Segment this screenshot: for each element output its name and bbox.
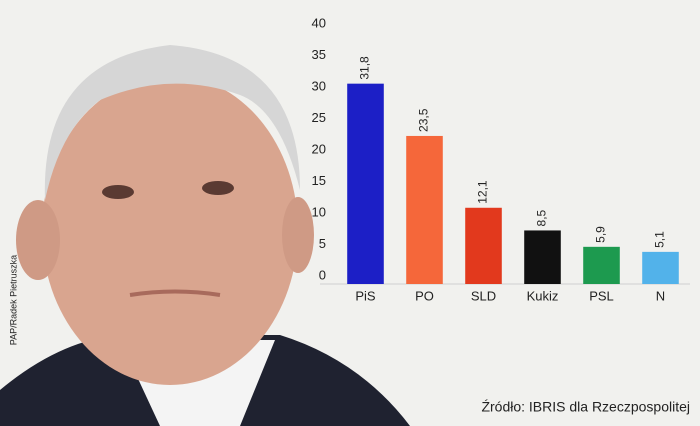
bar — [406, 135, 443, 284]
y-tick-label: 20 — [312, 141, 326, 156]
ear — [16, 200, 60, 280]
x-tick-label: PSL — [589, 288, 614, 303]
y-tick-label: 25 — [312, 110, 326, 125]
source: Źródło: IBRIS dla Rzeczpospolitej — [481, 399, 690, 415]
value-label: 12,1 — [476, 180, 490, 204]
y-tick-label: 35 — [312, 47, 326, 62]
bar — [465, 207, 502, 284]
value-label: 5,9 — [594, 226, 608, 243]
x-tick-label: PO — [415, 288, 434, 303]
hair — [44, 45, 300, 200]
value-label: 31,8 — [358, 56, 372, 80]
x-tick-label: Kukiz — [527, 288, 559, 303]
y-tick-label: 30 — [312, 78, 326, 93]
mouth — [129, 289, 221, 297]
x-tick-label: SLD — [471, 288, 496, 303]
bar — [347, 83, 384, 284]
x-tick-label: N — [656, 288, 665, 303]
bar — [583, 246, 620, 284]
eye — [102, 185, 134, 199]
value-label: 8,5 — [535, 209, 549, 226]
photo-credit: PAP/Radek Pietruszka — [8, 255, 18, 345]
x-tick-label: PiS — [355, 288, 376, 303]
y-tick-label: 10 — [312, 204, 326, 219]
portrait — [0, 45, 410, 426]
face — [42, 75, 298, 385]
value-label: 5,1 — [653, 231, 667, 248]
bar — [642, 251, 679, 284]
y-tick-label: 0 — [319, 267, 326, 282]
value-label: 23,5 — [417, 108, 431, 132]
bar — [524, 230, 561, 284]
eye — [202, 181, 234, 195]
y-tick-label: 15 — [312, 173, 326, 188]
ear — [282, 197, 314, 273]
y-tick-label: 40 — [312, 15, 326, 30]
y-tick-label: 5 — [319, 236, 326, 251]
